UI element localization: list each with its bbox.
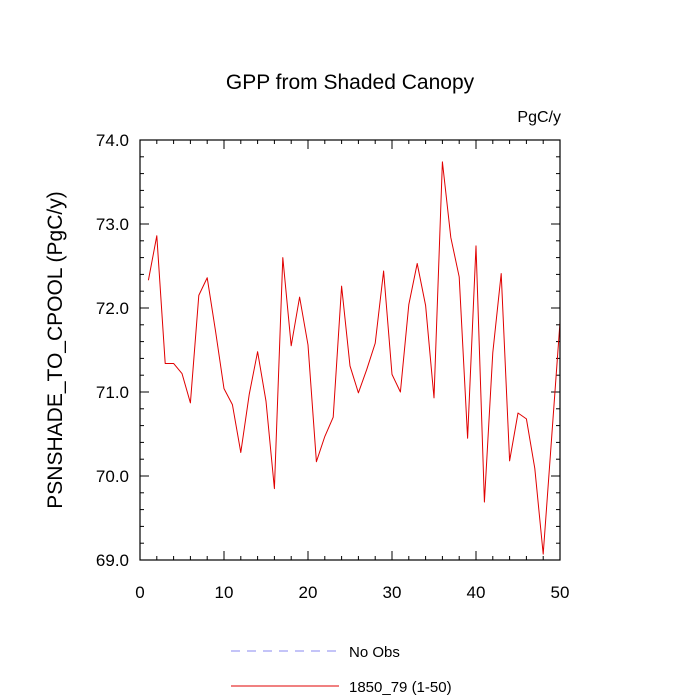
x-tick-label: 0 (135, 583, 144, 602)
legend-label-1850-79: 1850_79 (1-50) (349, 679, 452, 696)
x-tick-label: 40 (467, 583, 486, 602)
legend: No Obs 1850_79 (1-50) (231, 644, 452, 696)
units-label: PgC/y (517, 109, 561, 126)
y-tick-label: 69.0 (96, 551, 129, 570)
x-tick-label: 50 (551, 583, 570, 602)
tick-labels: 0 10 20 30 40 50 69.0 70.0 71.0 72.0 73.0 74.0 (96, 131, 570, 602)
legend-label-no-obs: No Obs (349, 644, 400, 661)
x-tick-label: 30 (383, 583, 402, 602)
series-line (147, 161, 561, 555)
x-tick-label: 10 (215, 583, 234, 602)
y-tick-label: 74.0 (96, 131, 129, 150)
plot-frame (139, 139, 561, 561)
major-ticks (139, 139, 561, 561)
y-tick-label: 72.0 (96, 299, 129, 318)
y-tick-label: 71.0 (96, 383, 129, 402)
series-layer (147, 161, 561, 555)
y-tick-label: 70.0 (96, 467, 129, 486)
y-axis-label: PSNSHADE_TO_CPOOL (PgC/y) (44, 191, 67, 508)
y-tick-label: 73.0 (96, 215, 129, 234)
minor-ticks (140, 140, 560, 560)
x-tick-label: 20 (299, 583, 318, 602)
chart-title: GPP from Shaded Canopy (226, 71, 475, 94)
